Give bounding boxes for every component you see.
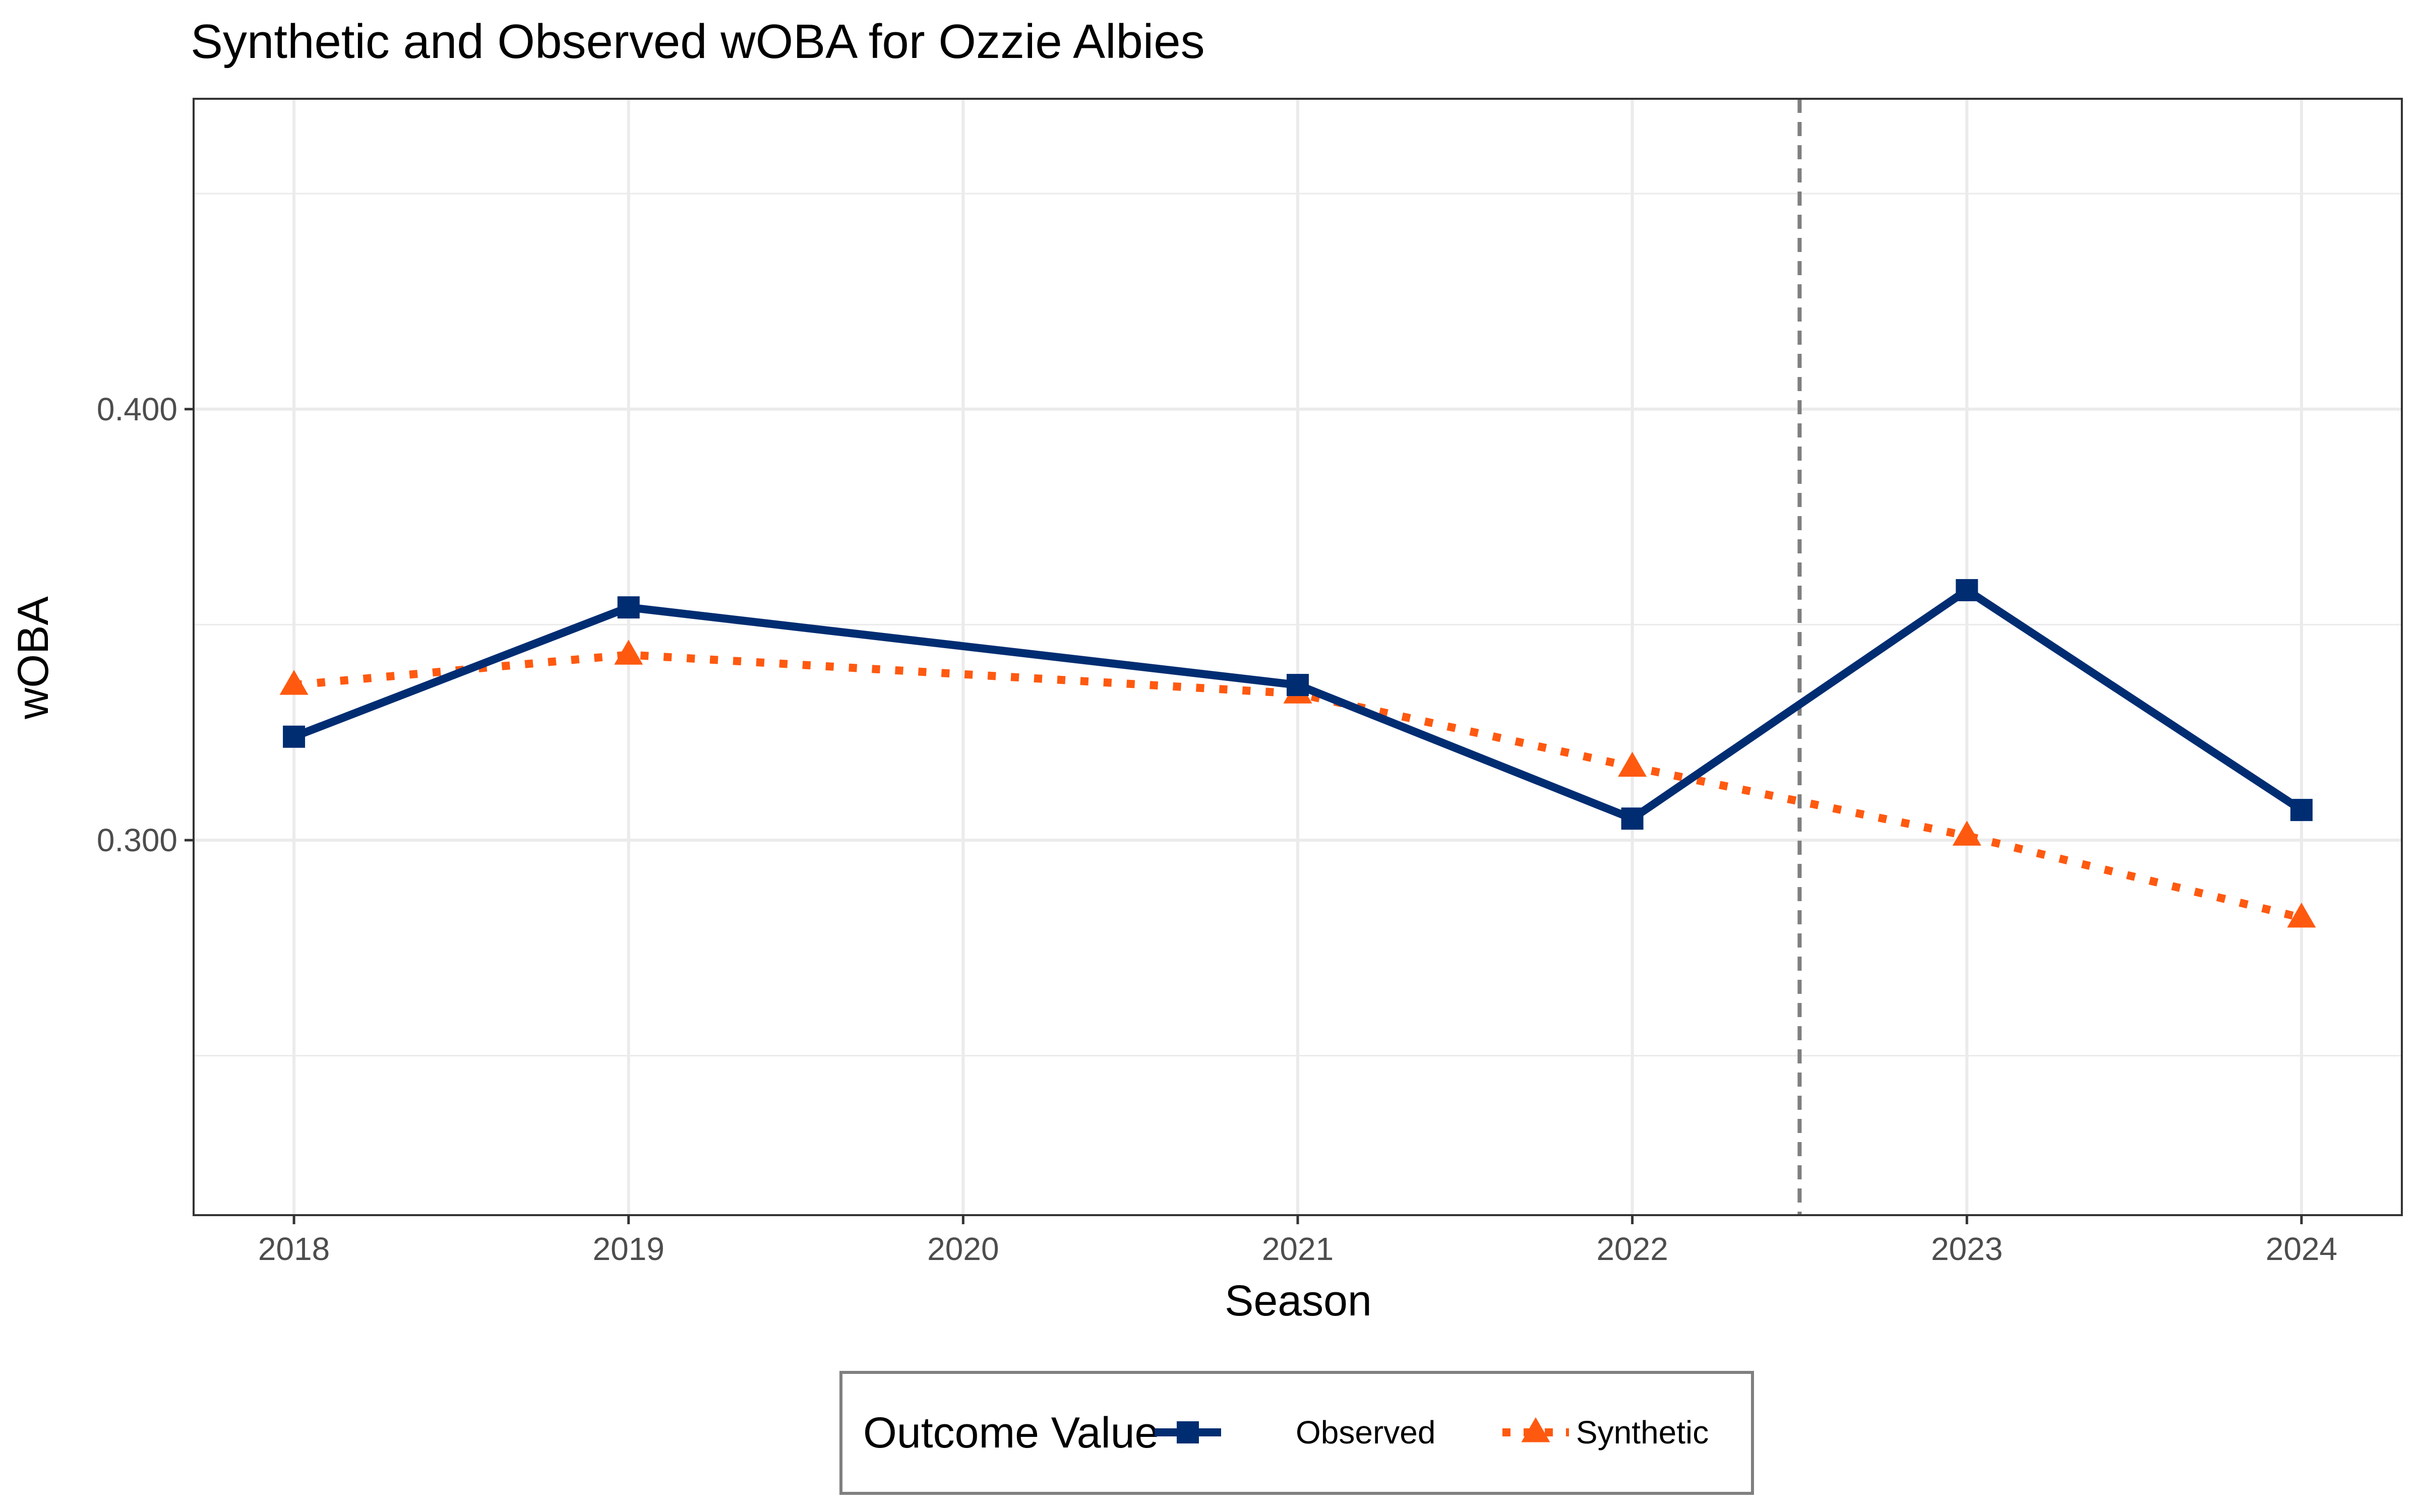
legend-box (839, 1371, 1754, 1495)
series-line-observed (292, 586, 2304, 823)
x-tick-label: 2020 (927, 1231, 999, 1267)
data-point-observed (617, 596, 640, 619)
y-tick-label: 0.300 (97, 822, 177, 858)
series-synthetic (279, 640, 2316, 928)
y-axis-title: wOBA (9, 596, 57, 720)
chart-title: Synthetic and Observed wOBA for Ozzie Al… (191, 15, 1205, 69)
data-point-synthetic (1952, 821, 1981, 846)
data-point-synthetic (1618, 751, 1647, 777)
x-tick-label: 2022 (1596, 1231, 1668, 1267)
data-point-observed (1287, 674, 1309, 697)
x-tick-label: 2023 (1931, 1231, 2003, 1267)
series-layer (279, 579, 2316, 928)
legend-key-marker (1177, 1421, 1199, 1443)
data-point-synthetic (614, 640, 643, 665)
x-axis: 2018 2019 2020 2021 2022 2023 2024 (258, 1215, 2337, 1267)
y-tick-label: 0.400 (97, 391, 177, 427)
legend-item-synthetic: Synthetic (1502, 1414, 1709, 1451)
legend-item-observed: Observed (1155, 1414, 1435, 1451)
series-observed (283, 579, 2313, 830)
legend-label: Synthetic (1576, 1414, 1709, 1451)
x-tick-label: 2024 (2266, 1231, 2337, 1267)
data-point-synthetic (279, 670, 309, 695)
y-axis: 0.400 0.300 (97, 391, 194, 858)
x-tick-label: 2018 (258, 1231, 330, 1267)
data-point-observed (283, 725, 306, 748)
data-point-observed (2290, 799, 2313, 822)
x-axis-title: Season (1225, 1277, 1372, 1325)
data-point-synthetic (2287, 902, 2316, 928)
data-point-observed (1956, 579, 1978, 601)
legend-title: Outcome Value (863, 1409, 1159, 1457)
legend-label: Observed (1296, 1414, 1435, 1451)
legend: Outcome Value Observed Synthetic (839, 1371, 1754, 1495)
legend-key-marker (1521, 1417, 1550, 1442)
data-point-observed (1621, 807, 1644, 830)
grid (194, 99, 2402, 1215)
series-line-synthetic (293, 651, 2303, 922)
x-tick-label: 2019 (593, 1231, 664, 1267)
x-tick-label: 2021 (1262, 1231, 1334, 1267)
